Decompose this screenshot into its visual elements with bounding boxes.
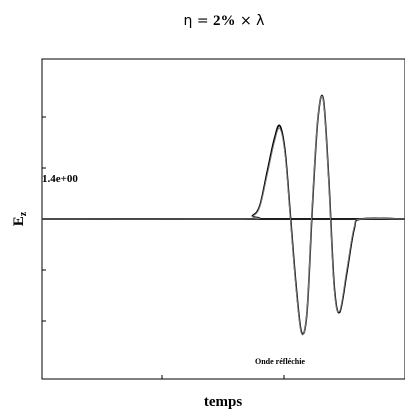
- reflected-wave-annotation: Onde réfléchie: [255, 357, 305, 366]
- y-axis-label: Ez: [11, 211, 29, 226]
- x-axis-label: temps: [204, 394, 242, 410]
- y-axis-label-main: E: [11, 216, 27, 226]
- series-line-0: [41, 94, 405, 335]
- series-layer: [41, 94, 405, 336]
- svg-text:Ez: Ez: [11, 211, 29, 226]
- chart-title-eta: η =: [184, 13, 214, 29]
- chart-title-percent: 2%: [213, 13, 236, 29]
- amplitude-label: 1.4e+00: [42, 173, 78, 185]
- axis-ticks: [42, 116, 285, 379]
- y-axis-label-subscript: z: [18, 211, 29, 216]
- chart-title-lambda: × λ: [236, 13, 265, 29]
- series-line-1: [41, 95, 405, 336]
- chart-title: η = 2% × λ: [184, 13, 265, 29]
